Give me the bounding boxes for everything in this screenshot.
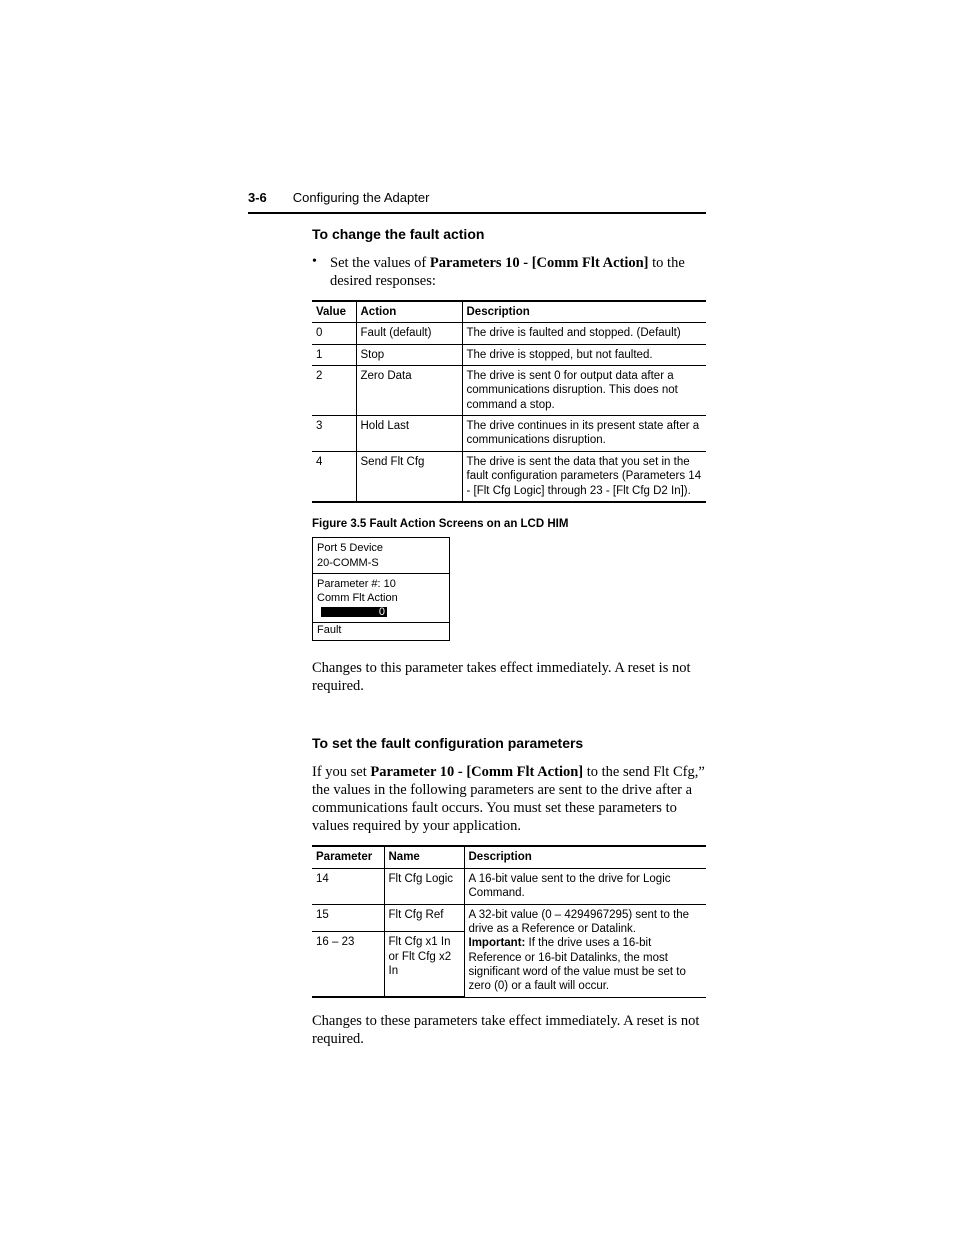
cell-desc: A 16-bit value sent to the drive for Log… [464,868,706,904]
table-row: 0 Fault (default) The drive is faulted a… [312,323,706,344]
cell-name: Flt Cfg Ref [384,904,464,932]
cell-desc: The drive is sent 0 for output data afte… [462,365,706,415]
table-header-row: Parameter Name Description [312,846,706,868]
him-line-device: 20-COMM-S [317,556,445,570]
him-bottom-region: Fault [313,622,449,640]
page-number: 3-6 [248,190,267,205]
col-name: Name [384,846,464,868]
him-line-name: Comm Flt Action [317,591,445,605]
him-mid-region: Parameter #: 10 Comm Flt Action 0 [313,574,449,623]
bullet-text: Set the values of Parameters 10 - [Comm … [330,254,706,290]
him-value-row: 0 [317,605,445,619]
table-row: 3 Hold Last The drive continues in its p… [312,416,706,452]
him-bottom-label: Fault [317,624,341,636]
paragraph-fault-config: If you set Parameter 10 - [Comm Flt Acti… [312,763,706,836]
cell-value: 4 [312,451,356,502]
col-value: Value [312,301,356,323]
running-header: 3-6 Configuring the Adapter [248,188,706,214]
chapter-title: Configuring the Adapter [293,190,430,205]
cell-value: 0 [312,323,356,344]
cell-action: Hold Last [356,416,462,452]
cell-value: 3 [312,416,356,452]
content-area: To change the fault action • Set the val… [312,226,706,1059]
table-row: 15 Flt Cfg Ref A 32-bit value (0 – 42949… [312,904,706,932]
desc-span-line1: A 32-bit value (0 – 4294967295) sent to … [469,909,690,935]
cell-action: Send Flt Cfg [356,451,462,502]
cell-param: 14 [312,868,384,904]
table-header-row: Value Action Description [312,301,706,323]
figure-caption: Figure 3.5 Fault Action Screens on an LC… [312,517,706,531]
cell-value: 1 [312,344,356,365]
cell-desc: The drive continues in its present state… [462,416,706,452]
col-desc: Description [464,846,706,868]
desc-span-important: Important: [469,937,526,949]
col-desc: Description [462,301,706,323]
table-row: 2 Zero Data The drive is sent 0 for outp… [312,365,706,415]
section-heading-fault-config: To set the fault configuration parameter… [312,735,706,753]
paragraph-after-table2: Changes to these parameters take effect … [312,1012,706,1048]
cell-action: Zero Data [356,365,462,415]
section-heading-change-fault-action: To change the fault action [312,226,706,244]
him-value-bar: 0 [321,607,387,617]
fault-action-table: Value Action Description 0 Fault (defaul… [312,300,706,503]
para-bold: Parameter 10 - [Comm Flt Action] [370,764,583,780]
table-row: 4 Send Flt Cfg The drive is sent the dat… [312,451,706,502]
table-row: 1 Stop The drive is stopped, but not fau… [312,344,706,365]
cell-name: Flt Cfg Logic [384,868,464,904]
bullet-marker: • [312,254,330,271]
fault-config-table: Parameter Name Description 14 Flt Cfg Lo… [312,845,706,998]
cell-name: Flt Cfg x1 In or Flt Cfg x2 In [384,932,464,998]
cell-desc: The drive is sent the data that you set … [462,451,706,502]
cell-param: 15 [312,904,384,932]
cell-desc-span: A 32-bit value (0 – 4294967295) sent to … [464,904,706,997]
col-action: Action [356,301,462,323]
page: 3-6 Configuring the Adapter To change th… [0,0,954,1235]
paragraph-after-figure: Changes to this parameter takes effect i… [312,659,706,695]
cell-param: 16 – 23 [312,932,384,998]
him-lcd-screen: Port 5 Device 20-COMM-S Parameter #: 10 … [312,537,450,641]
cell-action: Stop [356,344,462,365]
bullet-item: • Set the values of Parameters 10 - [Com… [312,254,706,290]
cell-action: Fault (default) [356,323,462,344]
cell-desc: The drive is stopped, but not faulted. [462,344,706,365]
him-line-param: Parameter #: 10 [317,577,445,591]
bullet-bold: Parameters 10 - [Comm Flt Action] [430,255,649,271]
bullet-lead: Set the values of [330,255,430,271]
cell-desc: The drive is faulted and stopped. (Defau… [462,323,706,344]
table-row: 14 Flt Cfg Logic A 16-bit value sent to … [312,868,706,904]
para-lead: If you set [312,764,370,780]
him-top-region: Port 5 Device 20-COMM-S [313,538,449,574]
him-line-port: Port 5 Device [317,541,445,555]
col-parameter: Parameter [312,846,384,868]
cell-value: 2 [312,365,356,415]
